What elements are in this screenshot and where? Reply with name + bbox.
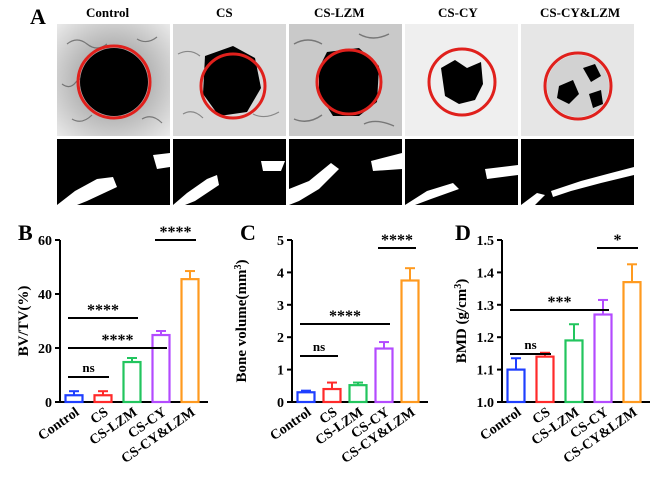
y-tick-label: 2 [277,331,284,346]
bar-cs-cy [374,347,394,404]
microct-top-cs-lzm [289,24,402,136]
y-tick-label: 1.2 [477,331,495,346]
y-tick-label: 1.3 [477,299,495,314]
y-axis-title: Bone volume(mm3) [233,260,251,383]
y-axis-title: BV/TV(%) [16,286,32,357]
bar-cs-cy-lzm [622,281,642,404]
significance-label: *** [548,294,572,311]
significance-label: **** [160,226,192,241]
y-tick-label: 1.1 [477,364,495,379]
significance-label: ns [313,339,325,354]
microct-top-cs-cy-lzm [521,24,634,136]
microct-top-cs [173,24,286,136]
x-tick-label: Control [36,405,83,444]
bar-cs-cy [593,313,613,404]
microct-section-control [57,139,170,205]
y-tick-label: 40 [38,288,52,303]
significance-label: **** [102,332,134,349]
significance-label: * [614,232,622,249]
panel-letter-d: D [455,220,471,245]
x-tick-label: Control [268,405,315,444]
y-tick-label: 20 [38,342,52,357]
y-tick-label: 0 [277,396,284,411]
bar-cs-cy [151,333,171,404]
significance-label: **** [87,302,119,319]
y-tick-label: 1.5 [477,234,495,249]
panel-letter-a: A [30,4,46,29]
bar-control [296,391,316,404]
group-label-cs: CS [216,5,233,20]
significance-label: ns [524,337,536,352]
microct-section-cs-lzm [289,139,402,205]
panel-letter-c: C [240,220,256,245]
y-axis-title: BMD (g/cm3) [453,279,471,364]
group-label-cs-cy-lzm: CS-CY&LZM [540,5,621,20]
bar-cs [322,387,342,404]
bar-cs-lzm [348,384,368,404]
y-tick-label: 5 [277,234,284,249]
microct-section-cs [173,139,286,205]
y-tick-label: 4 [277,266,284,281]
y-tick-label: 3 [277,299,284,314]
bar-cs [535,355,555,404]
significance-label: ns [82,360,94,375]
bar-control [64,394,84,404]
microct-top-control [57,24,170,136]
panel-letter-b: B [18,220,33,245]
group-label-cs-cy: CS-CY [438,5,478,20]
y-tick-label: 1.0 [477,396,495,411]
group-label-control: Control [86,5,130,20]
y-tick-label: 60 [38,234,52,249]
bar-cs [93,394,113,404]
y-tick-label: 1 [277,364,284,379]
y-tick-label: 0 [45,396,52,411]
microct-section-cs-cy-lzm [521,139,634,205]
significance-label: **** [381,232,413,249]
y-tick-label: 1.4 [477,266,495,281]
significance-label: **** [329,308,361,325]
bar-control [506,368,526,404]
bar-cs-cy-lzm [180,278,200,404]
bar-cs-lzm [564,339,584,404]
bar-cs-cy-lzm [400,279,420,404]
bar-cs-lzm [122,360,142,404]
group-label-cs-lzm: CS-LZM [314,5,365,20]
microct-top-cs-cy [405,24,518,136]
microct-section-cs-cy [405,139,518,205]
